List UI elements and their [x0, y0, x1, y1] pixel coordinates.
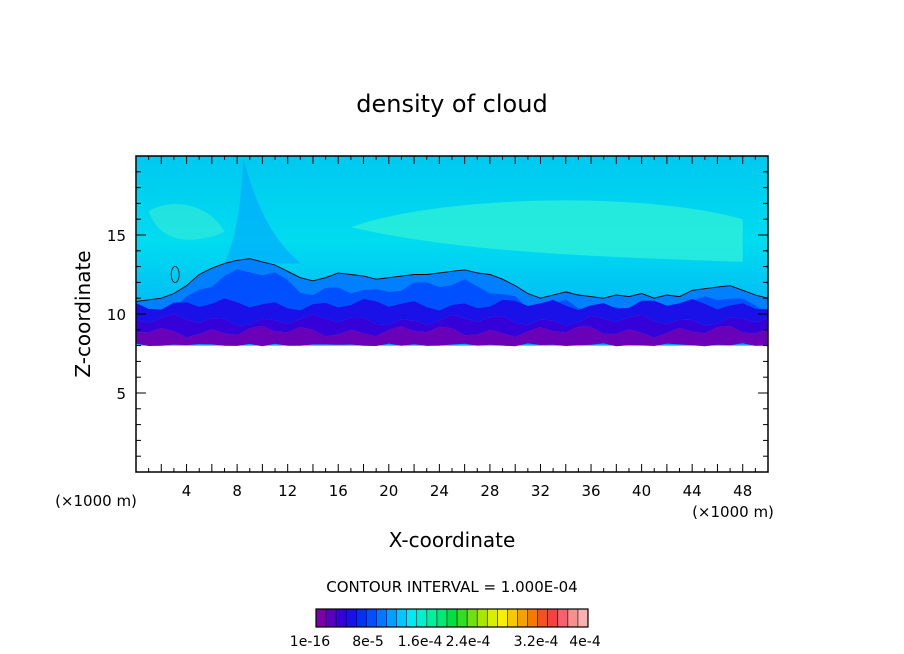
x-tick-label: 12 — [278, 482, 297, 500]
contour-interval-label: CONTOUR INTERVAL = 1.000E-04 — [326, 578, 577, 596]
x-tick-label: 48 — [733, 482, 752, 500]
colorbar-label: 1e-16 — [290, 634, 330, 650]
colorbar-swatch — [336, 609, 347, 627]
colorbar-swatch — [477, 609, 488, 627]
x-tick-label: 24 — [430, 482, 449, 500]
colorbar-swatch — [527, 609, 538, 627]
x-tick-label: 20 — [379, 482, 398, 500]
x-unit-right: (×1000 m) — [692, 503, 774, 521]
colorbar-label: 1.6e-4 — [398, 634, 443, 650]
colorbar-swatch — [376, 609, 387, 627]
colorbar-swatch — [557, 609, 569, 627]
colorbar-swatch — [426, 609, 438, 627]
colorbar-swatch — [436, 609, 448, 627]
x-tick-label: 28 — [480, 482, 499, 500]
x-axis: 4 8 12 16 20 24 28 32 36 40 44 48 — [148, 156, 756, 500]
colorbar-label: 2.4e-4 — [446, 634, 491, 650]
x-tick-label: 8 — [232, 482, 242, 500]
colorbar-swatch — [386, 609, 397, 627]
density-field — [136, 156, 768, 347]
colorbar-label: 3.2e-4 — [514, 634, 559, 650]
band-blue — [136, 269, 768, 316]
colorbar-swatch — [396, 609, 407, 627]
colorbar-swatch — [366, 609, 377, 627]
colorbar-swatch — [356, 609, 367, 627]
y-tick-label: 10 — [107, 306, 126, 324]
colorbar-swatch — [567, 609, 579, 627]
y-axis-label: Z-coordinate — [71, 250, 95, 377]
colorbar-label: 4e-4 — [569, 634, 601, 650]
band-indigo — [136, 314, 768, 338]
x-unit-left: (×1000 m) — [55, 492, 137, 510]
x-tick-label: 44 — [683, 482, 702, 500]
band-light-blue — [136, 258, 768, 316]
colorbar-frame — [315, 608, 589, 628]
band-violet — [136, 325, 768, 347]
colorbar-swatch — [487, 609, 498, 627]
colorbar-swatch — [416, 609, 428, 627]
colorbar-swatch — [467, 609, 478, 627]
colorbar — [315, 608, 589, 628]
x-tick-label: 36 — [581, 482, 600, 500]
chart-title: density of cloud — [356, 90, 547, 118]
colorbar-swatch — [326, 609, 337, 627]
y-axis: 5 10 15 — [107, 171, 768, 457]
colorbar-swatch — [457, 609, 468, 627]
x-tick-label: 40 — [632, 482, 651, 500]
colorbar-swatch — [517, 609, 528, 627]
x-tick-label: 4 — [182, 482, 192, 500]
cloud-top-contour — [136, 258, 768, 302]
band-deep-blue — [136, 298, 768, 326]
x-tick-label: 16 — [329, 482, 348, 500]
central-plume — [224, 159, 301, 264]
colorbar-swatch — [497, 609, 508, 627]
colorbar-labels: 1e-16 8e-5 1.6e-4 2.4e-4 3.2e-4 4e-4 — [290, 634, 601, 650]
colorbar-swatch — [346, 609, 357, 627]
small-contour-loop — [170, 266, 180, 283]
colorbar-label: 8e-5 — [352, 634, 383, 650]
y-tick-label: 5 — [116, 385, 126, 403]
colorbar-swatch — [507, 609, 518, 627]
colorbar-swatch — [547, 609, 559, 627]
colorbar-swatch — [537, 609, 548, 627]
y-tick-label: 15 — [107, 227, 126, 245]
colorbar-swatch — [406, 609, 418, 627]
colorbar-swatch — [446, 609, 458, 627]
x-tick-label: 32 — [531, 482, 550, 500]
left-light-patch — [148, 203, 225, 240]
aloft-light-patch — [350, 200, 743, 262]
colorbar-swatch — [577, 609, 589, 627]
x-axis-label: X-coordinate — [389, 528, 516, 552]
colorbar-swatch — [316, 609, 327, 627]
